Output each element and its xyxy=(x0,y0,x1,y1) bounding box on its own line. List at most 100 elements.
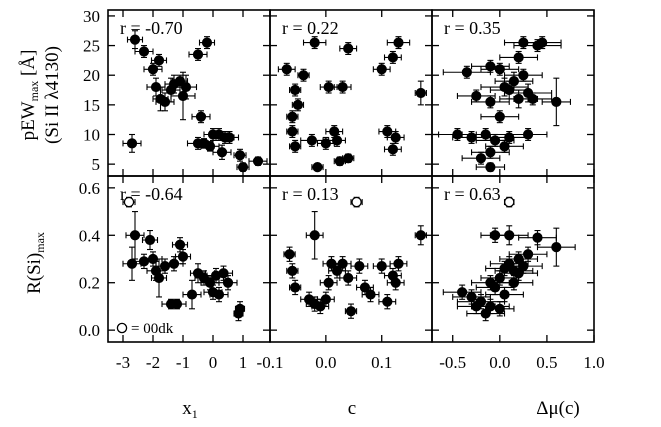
data-point xyxy=(499,289,510,300)
data-point xyxy=(213,289,225,300)
open-data-point xyxy=(351,196,362,208)
data-point xyxy=(126,258,138,269)
x-axis-title-x1: x1 xyxy=(182,398,198,421)
y-tick-label: 30 xyxy=(83,7,100,26)
x-tick-label: -0.5 xyxy=(439,353,466,372)
data-point xyxy=(233,308,244,319)
data-point xyxy=(195,111,207,122)
data-point xyxy=(147,64,159,75)
data-point xyxy=(343,272,354,284)
y-tick-label: 25 xyxy=(83,37,100,56)
correlation-label: r = 0.22 xyxy=(282,18,339,38)
data-point xyxy=(168,258,180,269)
legend-open-marker xyxy=(116,322,128,334)
data-point xyxy=(387,52,398,63)
x-tick-label: 0.0 xyxy=(315,353,336,372)
data-point xyxy=(287,265,298,276)
x-tick-label: 0.1 xyxy=(371,353,392,372)
y-tick-label: 20 xyxy=(83,66,100,85)
data-point xyxy=(393,258,404,269)
data-point xyxy=(180,81,192,93)
data-point xyxy=(376,64,387,75)
x-tick-label: 0.5 xyxy=(536,353,557,372)
data-point xyxy=(499,141,510,152)
data-point xyxy=(292,99,304,110)
data-point xyxy=(365,289,376,300)
data-point xyxy=(345,306,357,317)
correlation-label: r = -0.64 xyxy=(120,184,183,204)
panel-grid: -3 -2 -1 0 1 -0.1 0.0 0.1 -0.5 0.0 0.5 1.0 5 10 15 20 25… xyxy=(79,7,605,372)
data-point xyxy=(551,242,562,253)
data-point xyxy=(471,301,482,312)
data-point xyxy=(415,87,426,99)
data-point xyxy=(290,282,301,293)
data-point xyxy=(224,132,235,143)
data-point xyxy=(522,249,534,260)
data-point xyxy=(457,287,468,298)
panel-points xyxy=(277,36,427,173)
data-point xyxy=(252,156,264,167)
data-point xyxy=(461,67,472,78)
data-point xyxy=(331,135,343,146)
data-point xyxy=(415,230,426,241)
x-tick-label: -0.1 xyxy=(257,353,284,372)
data-point xyxy=(192,49,204,60)
y-tick-label: 0.4 xyxy=(79,226,101,245)
data-point xyxy=(518,70,529,81)
data-point xyxy=(337,258,348,269)
x-tick-label: -3 xyxy=(116,353,130,372)
data-point xyxy=(177,251,189,262)
y-tick-label: 0.0 xyxy=(79,321,100,340)
panel-points xyxy=(122,196,246,322)
data-point xyxy=(329,126,340,137)
data-point xyxy=(475,153,487,164)
data-point xyxy=(306,135,317,146)
data-point xyxy=(144,234,156,246)
data-point xyxy=(393,37,404,48)
data-point xyxy=(298,70,309,81)
data-point xyxy=(508,76,520,87)
data-point xyxy=(513,52,524,63)
data-point xyxy=(471,90,482,102)
data-point xyxy=(376,261,387,272)
panel-frame xyxy=(431,175,595,343)
data-point xyxy=(320,294,331,305)
x-tick-label: -1 xyxy=(176,353,190,372)
data-point xyxy=(527,93,538,105)
correlation-label: r = -0.70 xyxy=(120,18,183,38)
x-tick-label: 0.0 xyxy=(489,353,510,372)
data-point xyxy=(204,141,216,152)
data-point xyxy=(177,90,189,102)
panel-points xyxy=(122,30,268,173)
svg-text:(Si II λ4130): (Si II λ4130) xyxy=(42,46,63,144)
data-point xyxy=(284,249,295,260)
x-axis-title-dmu: Δμ(c) xyxy=(536,398,580,419)
data-point xyxy=(201,37,213,48)
correlation-label: r = 0.63 xyxy=(444,184,501,204)
data-point xyxy=(508,277,520,288)
data-point xyxy=(309,37,320,48)
data-point xyxy=(129,34,141,45)
data-point xyxy=(485,61,496,72)
data-point xyxy=(337,81,348,93)
y-tick-label: 0.2 xyxy=(79,274,100,293)
data-point xyxy=(494,111,505,122)
x-tick-label: -2 xyxy=(146,353,160,372)
data-point xyxy=(281,64,292,75)
data-point xyxy=(490,230,501,241)
data-point xyxy=(485,277,496,288)
data-point xyxy=(129,230,141,241)
data-point xyxy=(174,76,186,87)
data-point xyxy=(237,162,249,173)
panel-points xyxy=(438,36,572,173)
y-tick-label: 15 xyxy=(83,96,100,115)
data-point xyxy=(171,298,183,310)
legend: = 00dk xyxy=(116,321,174,337)
data-point xyxy=(387,144,398,155)
data-point xyxy=(186,289,198,300)
panel-points xyxy=(442,196,576,322)
data-point xyxy=(485,162,496,173)
correlation-label: r = 0.35 xyxy=(444,18,501,38)
data-point xyxy=(153,55,165,66)
